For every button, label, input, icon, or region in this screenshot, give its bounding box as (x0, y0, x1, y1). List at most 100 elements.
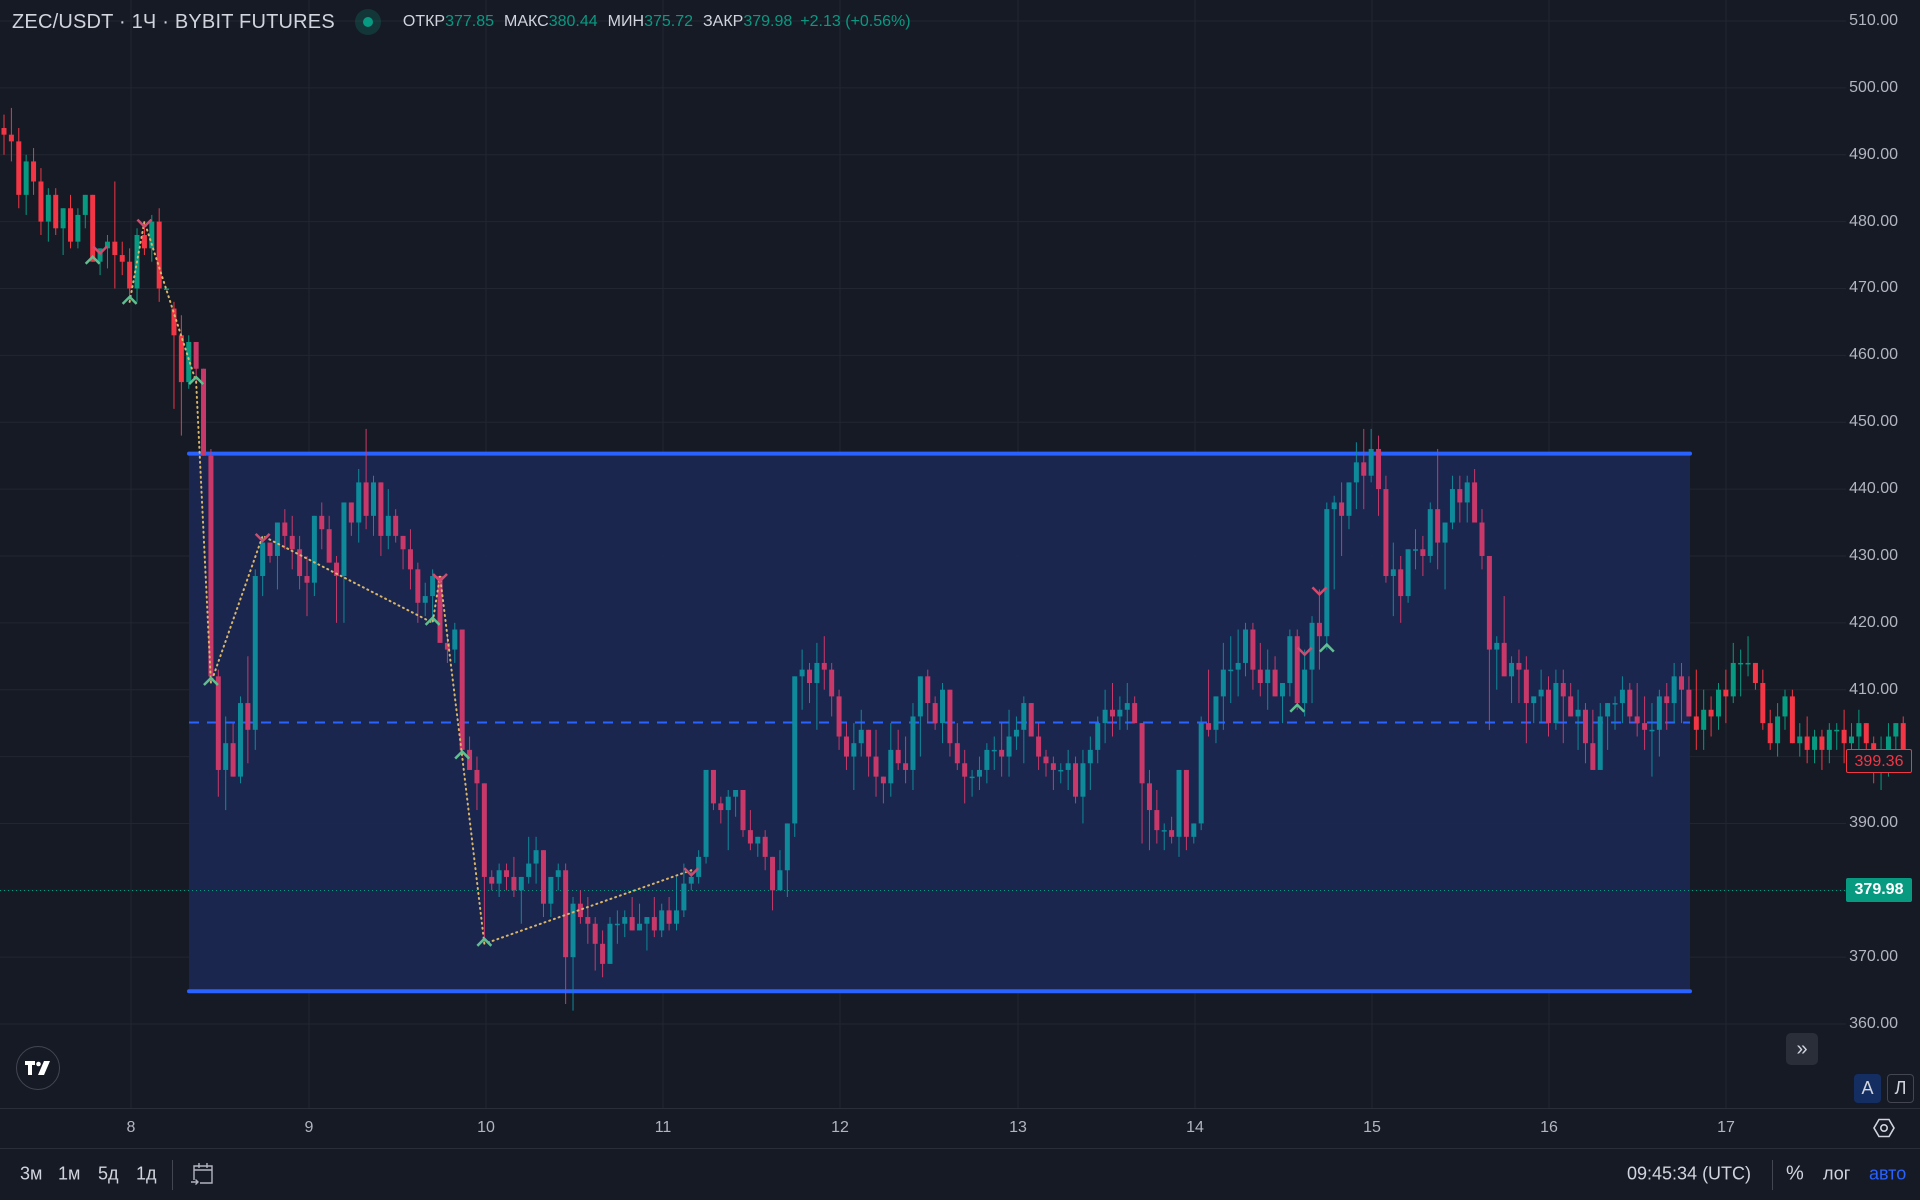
tradingview-logo[interactable] (16, 1046, 60, 1090)
candle-body (740, 790, 746, 831)
candle-body (984, 749, 990, 770)
candle-body (82, 194, 88, 215)
candle-body (1479, 522, 1485, 556)
candle-body (348, 502, 354, 523)
candle-body (1693, 716, 1699, 730)
candle-body (1198, 723, 1204, 824)
candle-body (1213, 696, 1219, 730)
candle-body (563, 870, 569, 958)
candle-body (1006, 736, 1012, 757)
candle-body (104, 241, 110, 249)
utc-clock[interactable]: 09:45:34 (UTC) (1627, 1163, 1752, 1184)
range-5d-button[interactable]: 5д (98, 1163, 119, 1184)
pivot-high-marker-icon (1311, 586, 1328, 597)
candle-body (1376, 448, 1382, 490)
candle-body (1073, 763, 1079, 797)
pivot-low-marker-icon (1318, 642, 1335, 653)
percent-scale-toggle[interactable]: % (1786, 1162, 1804, 1185)
price-axis-label: 390.00 (1849, 814, 1898, 832)
high-value: 380.44 (548, 13, 598, 30)
price-axis-label: 490.00 (1849, 145, 1898, 163)
pivot-high-marker-icon (254, 533, 271, 543)
candle-body (1398, 569, 1404, 597)
candle-body (1176, 769, 1182, 837)
log-scale-button[interactable]: Л (1887, 1074, 1914, 1103)
candle-body (474, 769, 480, 784)
candle-body (38, 181, 44, 222)
scroll-to-realtime-button[interactable]: » (1786, 1033, 1818, 1065)
candle-body (814, 662, 820, 684)
time-axis-label: 10 (477, 1119, 495, 1136)
candle-body (430, 576, 436, 597)
range-1d-button[interactable]: 1д (136, 1163, 157, 1184)
candle-body (1546, 689, 1552, 724)
candle-body (851, 743, 857, 757)
price-axis-label: 420.00 (1849, 613, 1898, 631)
candle-body (53, 194, 59, 229)
time-axis-label: 17 (1717, 1119, 1735, 1136)
candle-body (1139, 723, 1145, 784)
time-axis-label: 8 (126, 1119, 136, 1136)
candle-body (637, 923, 643, 931)
candle-body (1183, 769, 1189, 837)
price-axis-label: 360.00 (1849, 1015, 1898, 1033)
candle-body (829, 669, 835, 697)
candle-body (1036, 736, 1042, 757)
candle-body (1501, 642, 1507, 677)
candle-body (858, 729, 864, 744)
candle-body (1449, 489, 1455, 523)
candle-body (1612, 703, 1618, 705)
candle-body (1383, 489, 1389, 577)
go-to-date-calendar-icon[interactable] (189, 1160, 217, 1188)
price-chart-canvas[interactable] (0, 0, 1920, 1149)
auto-scale-toggle[interactable]: авто (1869, 1163, 1907, 1184)
last-bar-price-tag: 399.36 (1846, 748, 1912, 773)
candle-body (1553, 683, 1559, 724)
candle-body (755, 836, 761, 844)
symbol-title[interactable]: ZEC/USDT · 1Ч · BYBIT FUTURES (12, 10, 335, 33)
candle-body (555, 870, 561, 877)
candle-body (770, 856, 776, 891)
candle-body (1804, 736, 1810, 750)
candle-body (341, 502, 347, 577)
candle-body (932, 703, 938, 724)
candle-body (75, 214, 81, 242)
candle-body (962, 763, 968, 777)
toolbar-separator (172, 1160, 173, 1190)
candle-body (1605, 703, 1611, 717)
candle-body (688, 876, 694, 884)
range-1m-button[interactable]: 1м (58, 1163, 81, 1184)
candle-body (1294, 636, 1300, 704)
candle-body (1235, 662, 1241, 670)
candle-body (1457, 489, 1463, 503)
candle-body (237, 703, 243, 777)
market-status-icon (354, 9, 381, 35)
candle-body (792, 676, 798, 824)
candle-body (407, 549, 413, 570)
candle-body (1442, 522, 1448, 543)
auto-scale-button[interactable]: A (1854, 1074, 1881, 1103)
candle-body (1812, 736, 1818, 750)
candle-body (45, 194, 51, 222)
candle-body (1575, 709, 1581, 717)
candle-body (1087, 749, 1093, 764)
candle-body (1287, 636, 1293, 684)
price-axis-label: 410.00 (1849, 680, 1898, 698)
candle-body (976, 769, 982, 777)
zigzag-line (128, 221, 693, 946)
candle-body (1169, 830, 1175, 837)
candle-body (1110, 709, 1115, 717)
range-3m-button[interactable]: 3м (20, 1163, 43, 1184)
candle-body (1472, 482, 1478, 523)
price-axis-label: 430.00 (1849, 546, 1898, 564)
candle-body (1560, 683, 1566, 697)
candle-body (8, 134, 14, 142)
candle-body (888, 749, 894, 784)
candle-body (437, 576, 443, 643)
candle-body (880, 776, 886, 784)
chart-settings-gear-icon[interactable] (1872, 1116, 1896, 1140)
pivot-low-marker-icon (84, 254, 101, 265)
candle-body (481, 783, 487, 877)
log-scale-toggle[interactable]: лог (1823, 1163, 1851, 1184)
candle-body (297, 549, 303, 577)
